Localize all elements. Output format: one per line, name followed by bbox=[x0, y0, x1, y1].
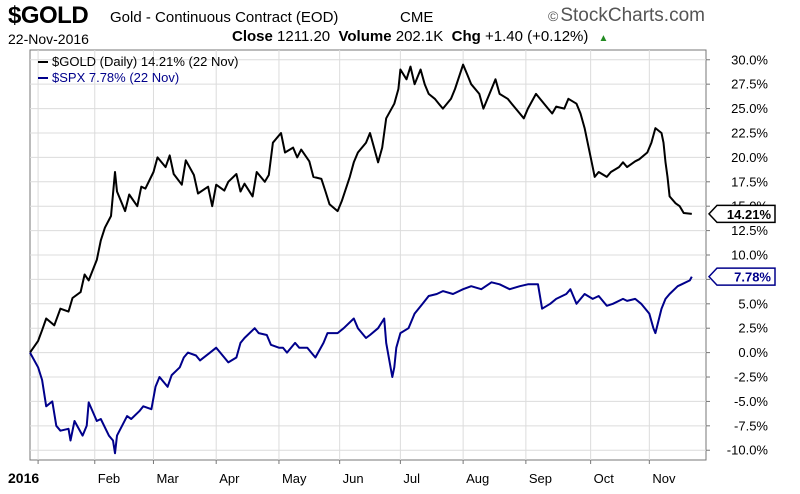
change-label: Chg bbox=[451, 28, 481, 45]
y-tick-label: 10.0% bbox=[731, 248, 768, 263]
series-line bbox=[29, 276, 693, 455]
series-lines bbox=[29, 63, 693, 455]
x-tick-label: Aug bbox=[466, 471, 489, 486]
x-axis: 2016 Feb Mar Apr May Jun Jul Aug Sep Oct Nov bbox=[8, 460, 676, 486]
y-tick-label: 25.0% bbox=[731, 101, 768, 116]
x-tick-label: Jun bbox=[343, 471, 364, 486]
brand-logo[interactable]: © StockCharts.com bbox=[548, 5, 705, 27]
y-axis: 30.0%27.5%25.0%22.5%20.0%17.5%15.0%12.5%… bbox=[706, 52, 769, 458]
end-value-box bbox=[707, 267, 776, 286]
x-tick-label: May bbox=[282, 471, 307, 486]
chart-description: Gold - Continuous Contract (EOD) bbox=[110, 9, 339, 26]
y-tick-label: -7.5% bbox=[734, 418, 768, 433]
x-tick-label: Oct bbox=[594, 471, 615, 486]
x-tick-label: Sep bbox=[529, 471, 552, 486]
close-value: 1211.20 bbox=[277, 28, 331, 45]
up-arrow-icon: ▲ bbox=[598, 33, 609, 44]
y-tick-label: 2.5% bbox=[738, 321, 768, 336]
exchange-label: CME bbox=[400, 9, 434, 26]
grid-lines bbox=[30, 50, 706, 460]
x-tick-label: Feb bbox=[98, 471, 120, 486]
change-value: +1.40 (+0.12%) bbox=[484, 28, 589, 45]
y-tick-label: 30.0% bbox=[731, 52, 768, 67]
chart-symbol: $GOLD bbox=[8, 2, 89, 29]
end-value-label: 14.21% bbox=[727, 207, 772, 222]
y-tick-label: 5.0% bbox=[738, 296, 768, 311]
volume-label: Volume bbox=[338, 28, 392, 45]
end-labels: 14.21% 7.78% bbox=[707, 204, 776, 286]
copyright-icon: © bbox=[548, 8, 559, 24]
brand-name: StockCharts.com bbox=[560, 5, 705, 26]
y-tick-label: -5.0% bbox=[734, 394, 768, 409]
x-tick-label: Jul bbox=[403, 471, 420, 486]
y-tick-label: 12.5% bbox=[731, 223, 768, 238]
legend: $GOLD (Daily) 14.21% (22 Nov)$SPX 7.78% … bbox=[38, 54, 238, 85]
series-line bbox=[29, 63, 692, 354]
x-tick-label: Nov bbox=[652, 471, 676, 486]
y-tick-label: 17.5% bbox=[731, 174, 768, 189]
y-tick-label: 22.5% bbox=[731, 125, 768, 140]
y-tick-label: -2.5% bbox=[734, 370, 768, 385]
close-label: Close bbox=[232, 28, 273, 45]
end-value-label: 7.78% bbox=[734, 270, 771, 285]
end-value-box bbox=[707, 204, 776, 224]
price-stats: Close 1211.20 Volume 202.1K Chg +1.40 (+… bbox=[232, 28, 608, 45]
y-tick-label: 27.5% bbox=[731, 77, 768, 92]
y-tick-label: 0.0% bbox=[738, 345, 768, 360]
y-tick-label: -10.0% bbox=[727, 443, 769, 458]
volume-value: 202.1K bbox=[395, 28, 444, 45]
x-tick-label: Apr bbox=[219, 471, 240, 486]
x-tick-label: 2016 bbox=[8, 470, 39, 486]
legend-label: $GOLD (Daily) 14.21% (22 Nov) bbox=[52, 54, 238, 69]
legend-label: $SPX 7.78% (22 Nov) bbox=[52, 70, 179, 85]
x-tick-label: Mar bbox=[156, 471, 179, 486]
chart-date: 22-Nov-2016 bbox=[8, 31, 89, 47]
y-tick-label: 20.0% bbox=[731, 150, 768, 165]
